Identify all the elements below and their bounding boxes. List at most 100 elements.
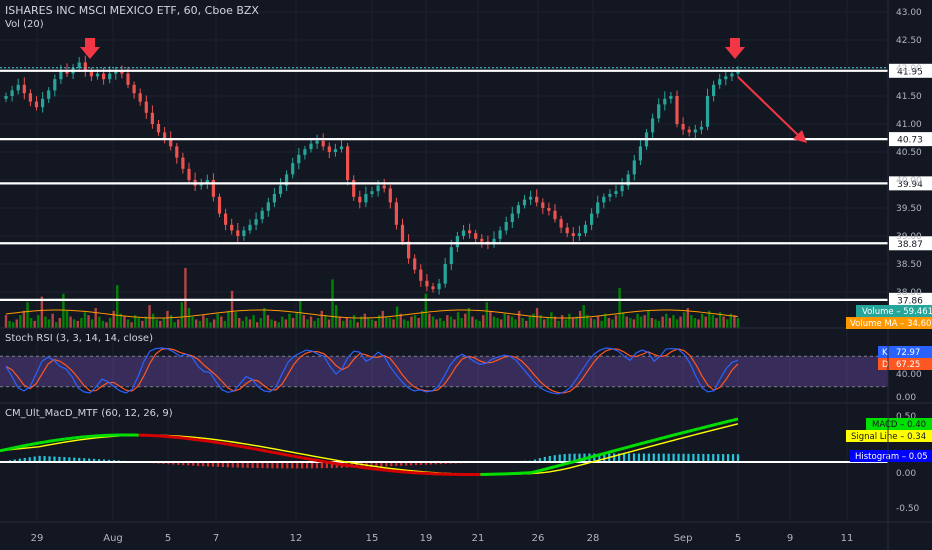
candle-body[interactable] xyxy=(400,224,405,242)
candle-body[interactable] xyxy=(315,140,319,144)
candle-body[interactable] xyxy=(41,98,45,108)
candle-body[interactable] xyxy=(120,70,124,74)
candle-body[interactable] xyxy=(260,210,264,220)
candle-body[interactable] xyxy=(83,62,87,71)
candle-body[interactable] xyxy=(346,146,350,180)
candle-body[interactable] xyxy=(443,264,447,284)
candle-body[interactable] xyxy=(236,230,240,236)
candle-body[interactable] xyxy=(449,247,453,264)
candle-body[interactable] xyxy=(126,73,130,85)
candle-body[interactable] xyxy=(352,180,356,197)
candle-body[interactable] xyxy=(565,227,569,234)
candle-body[interactable] xyxy=(675,96,679,124)
candle-body[interactable] xyxy=(632,160,636,175)
candle-body[interactable] xyxy=(480,238,484,242)
candle-body[interactable] xyxy=(413,258,417,270)
candle-body[interactable] xyxy=(89,70,93,77)
candle-body[interactable] xyxy=(248,224,252,231)
candle-body[interactable] xyxy=(272,194,276,203)
candle-body[interactable] xyxy=(144,101,148,113)
candle-body[interactable] xyxy=(736,70,740,74)
trend-arrow-line[interactable] xyxy=(737,76,801,138)
candle-body[interactable] xyxy=(425,280,429,287)
candle-body[interactable] xyxy=(175,146,179,158)
candle-body[interactable] xyxy=(608,194,612,197)
candle-body[interactable] xyxy=(291,163,295,175)
candle-body[interactable] xyxy=(541,202,545,208)
candle-body[interactable] xyxy=(358,196,362,203)
candle-body[interactable] xyxy=(638,146,642,161)
candles[interactable] xyxy=(4,55,740,295)
candle-body[interactable] xyxy=(663,98,667,105)
candle-body[interactable] xyxy=(205,180,209,183)
candle-body[interactable] xyxy=(468,230,472,234)
candle-body[interactable] xyxy=(602,196,606,203)
candle-body[interactable] xyxy=(699,126,703,130)
candle-body[interactable] xyxy=(108,73,112,80)
candle-body[interactable] xyxy=(230,224,234,231)
candle-body[interactable] xyxy=(28,93,32,102)
candle-body[interactable] xyxy=(102,73,106,80)
candle-body[interactable] xyxy=(651,118,655,133)
down-arrow-icon[interactable] xyxy=(725,38,745,59)
candle-body[interactable] xyxy=(16,84,20,91)
candle-body[interactable] xyxy=(461,230,466,236)
candle-body[interactable] xyxy=(516,205,520,214)
down-arrow-icon[interactable] xyxy=(80,38,100,59)
candle-body[interactable] xyxy=(614,191,618,194)
candle-body[interactable] xyxy=(712,84,716,96)
candle-body[interactable] xyxy=(492,238,496,245)
candle-body[interactable] xyxy=(156,124,161,133)
horizontal-levels[interactable]: 41.95 40.73 39.94 38.87 37.86 xyxy=(0,63,932,307)
candle-body[interactable] xyxy=(95,73,100,77)
candle-body[interactable] xyxy=(394,202,398,225)
candle-body[interactable] xyxy=(620,185,624,192)
candle-body[interactable] xyxy=(132,84,136,94)
candle-body[interactable] xyxy=(370,191,374,194)
candle-body[interactable] xyxy=(687,129,691,133)
candle-body[interactable] xyxy=(535,196,539,203)
candle-body[interactable] xyxy=(114,70,118,74)
candle-body[interactable] xyxy=(498,230,502,239)
candle-body[interactable] xyxy=(559,219,563,228)
candle-body[interactable] xyxy=(577,233,581,236)
candle-body[interactable] xyxy=(211,180,215,197)
candle-body[interactable] xyxy=(705,96,710,127)
candle-body[interactable] xyxy=(278,185,283,194)
candle-body[interactable] xyxy=(583,224,588,234)
candle-body[interactable] xyxy=(437,283,441,290)
candle-body[interactable] xyxy=(407,241,411,259)
candle-body[interactable] xyxy=(522,199,527,206)
candle-body[interactable] xyxy=(730,73,734,77)
candle-body[interactable] xyxy=(303,149,307,155)
candle-body[interactable] xyxy=(266,202,270,211)
candle-body[interactable] xyxy=(718,79,722,85)
candle-body[interactable] xyxy=(4,96,8,99)
candle-body[interactable] xyxy=(553,210,557,220)
candle-body[interactable] xyxy=(693,129,697,133)
candle-body[interactable] xyxy=(150,112,154,124)
candle-body[interactable] xyxy=(376,185,380,192)
candle-body[interactable] xyxy=(364,194,368,203)
candle-body[interactable] xyxy=(47,90,51,99)
candle-body[interactable] xyxy=(169,138,173,147)
candle-body[interactable] xyxy=(297,154,301,164)
candle-body[interactable] xyxy=(455,236,459,248)
candle-body[interactable] xyxy=(669,96,673,99)
candle-body[interactable] xyxy=(187,168,191,180)
stoch-k-line[interactable] xyxy=(5,347,739,395)
candle-body[interactable] xyxy=(65,70,69,74)
candle-body[interactable] xyxy=(327,146,331,152)
macd-pane[interactable]: 0.50 0.00 -0.50 MACD – 0.40 Signal Line – 0.… xyxy=(0,412,932,514)
candle-body[interactable] xyxy=(590,213,594,225)
candle-body[interactable] xyxy=(77,62,81,68)
candle-body[interactable] xyxy=(10,90,14,96)
candle-body[interactable] xyxy=(529,196,533,200)
candle-body[interactable] xyxy=(724,76,728,80)
candle-body[interactable] xyxy=(59,70,63,80)
candle-body[interactable] xyxy=(571,233,575,236)
candle-body[interactable] xyxy=(681,124,685,130)
candle-body[interactable] xyxy=(419,269,423,281)
